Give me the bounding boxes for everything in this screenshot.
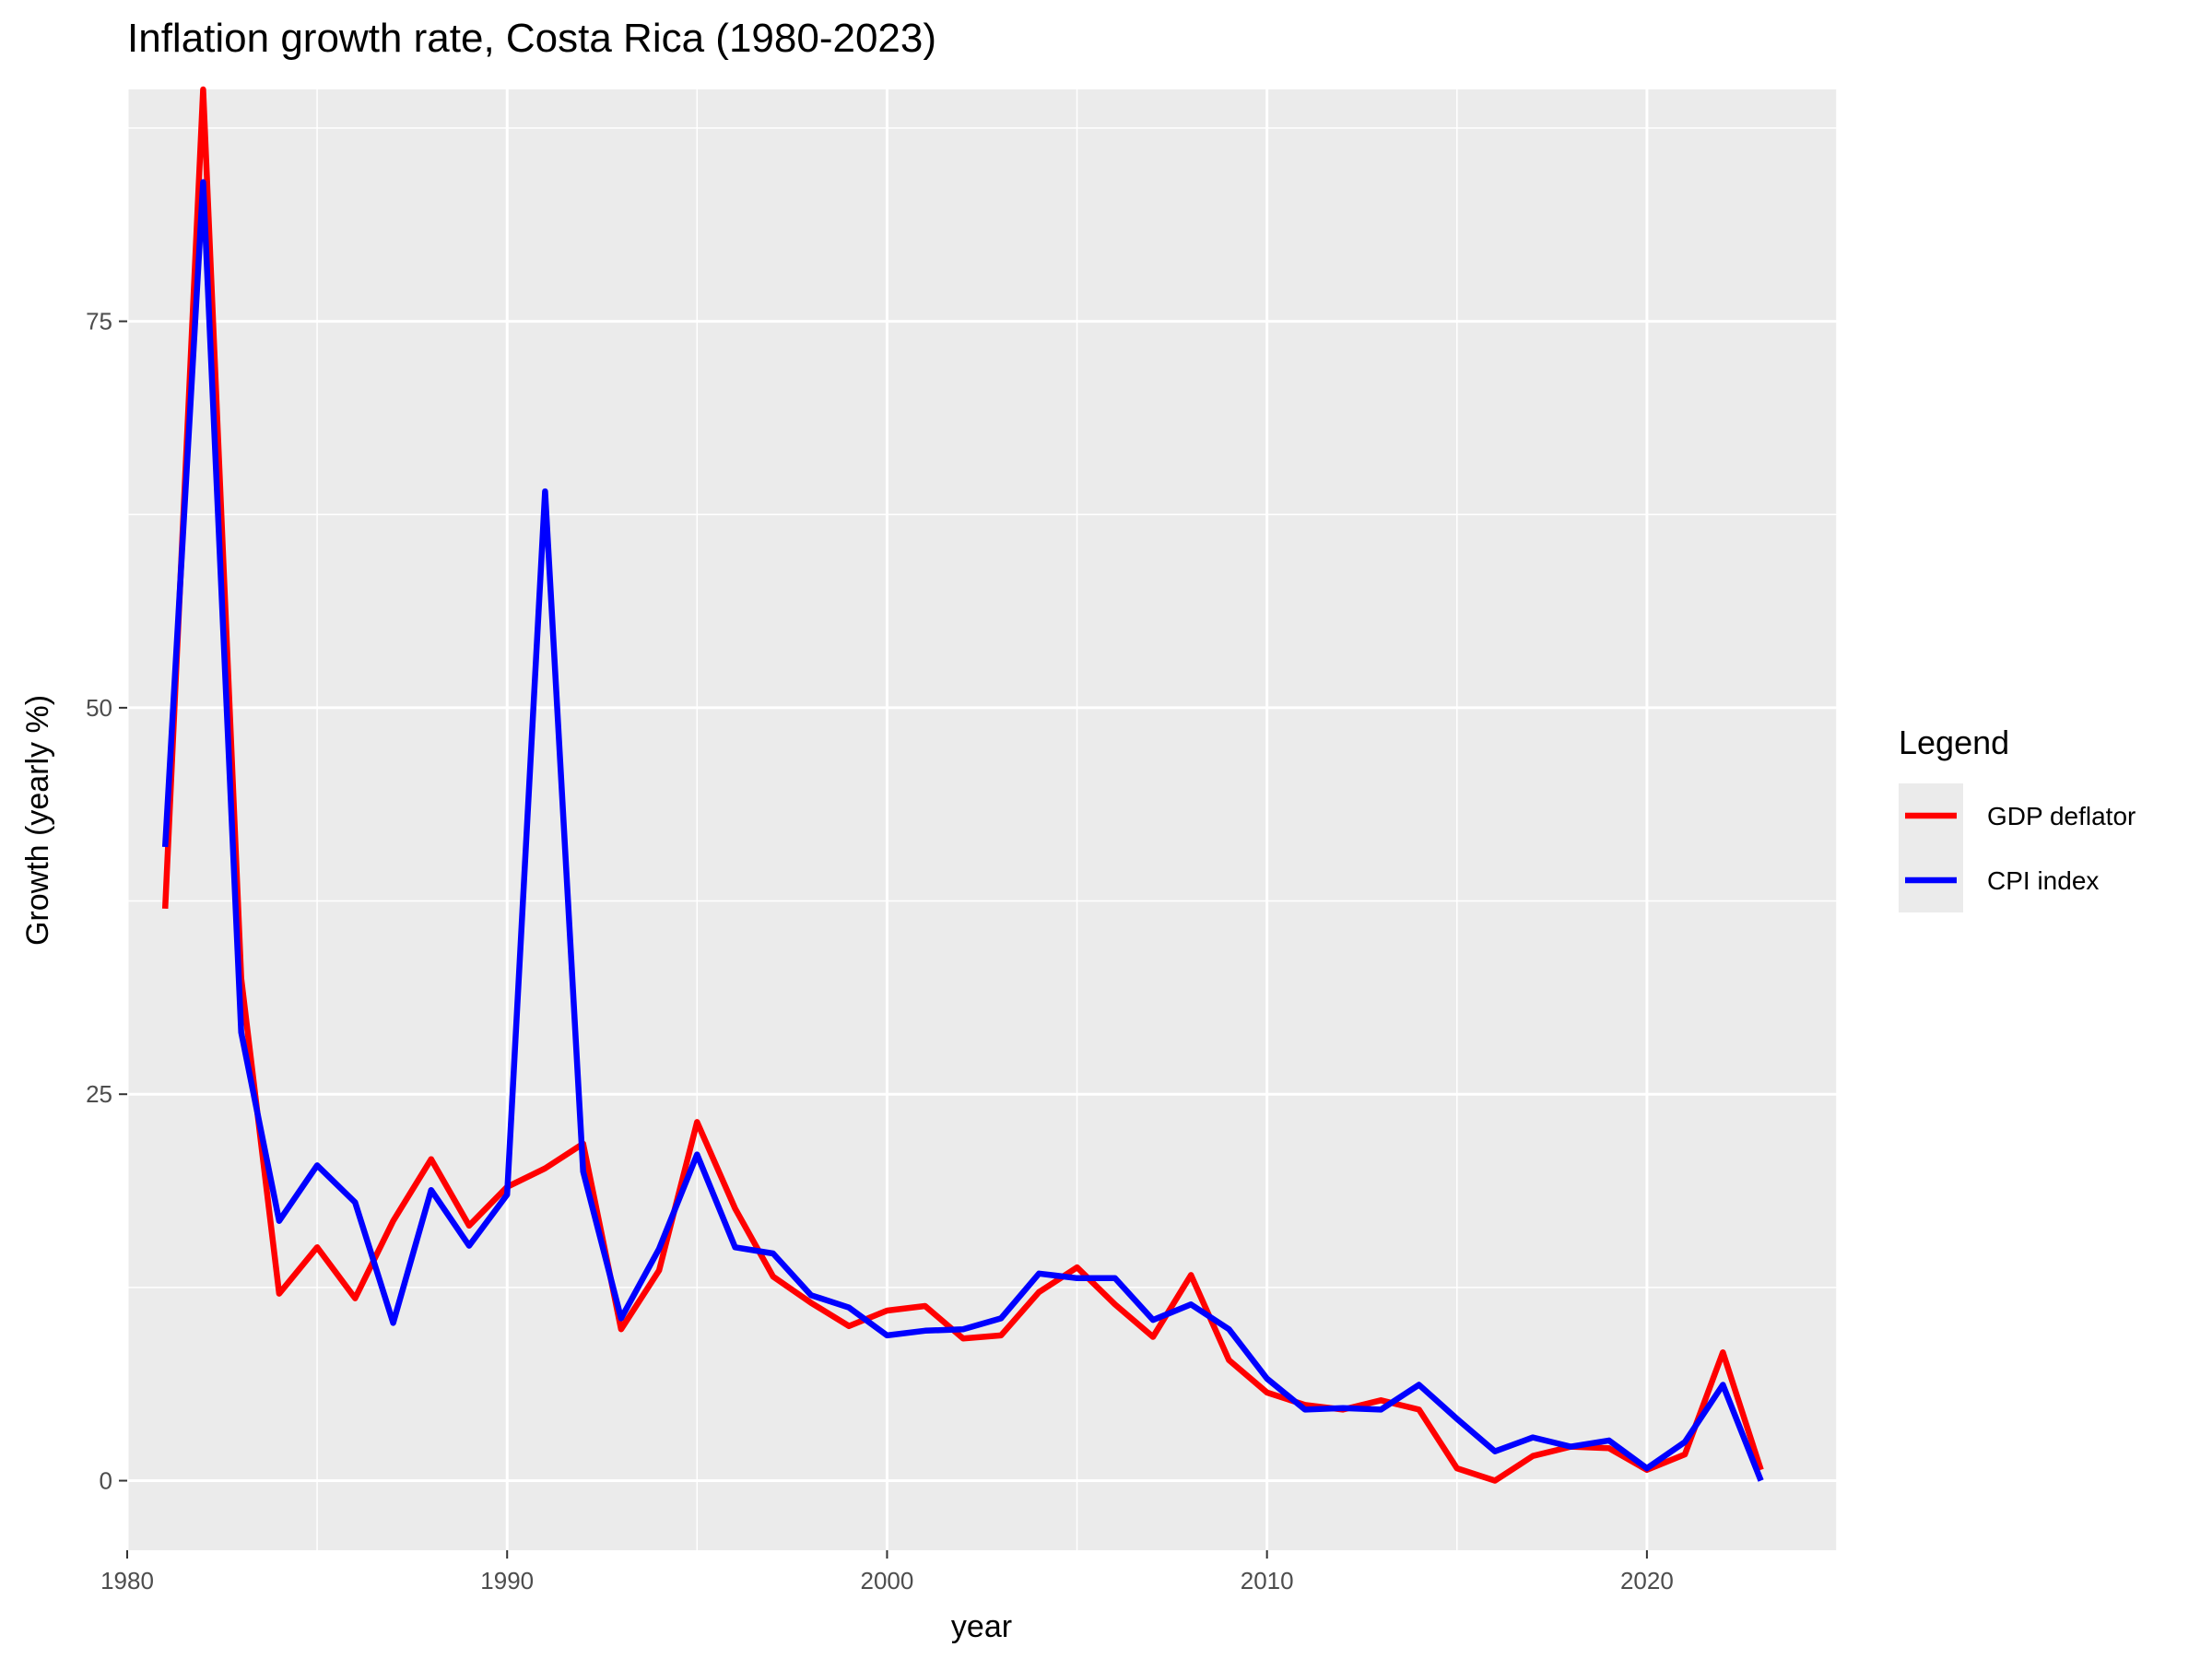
y-tick-label: 50 — [86, 694, 112, 722]
legend-label: CPI index — [1987, 866, 2099, 895]
minor-gridlines — [127, 89, 1838, 1550]
chart-title: Inflation growth rate, Costa Rica (1980-… — [127, 16, 936, 61]
x-tick-label: 2010 — [1241, 1567, 1294, 1594]
y-tick-label: 25 — [86, 1080, 112, 1108]
x-tick-label: 1990 — [480, 1567, 534, 1594]
x-tick-label: 2020 — [1620, 1567, 1674, 1594]
series-lines — [161, 86, 1764, 1484]
plot-panel — [127, 89, 1837, 1550]
x-tick-label: 1980 — [100, 1567, 154, 1594]
x-axis-title: year — [951, 1609, 1012, 1644]
y-axis-title: Growth (yearly %) — [20, 695, 55, 946]
legend-label: GDP deflator — [1987, 802, 2136, 830]
series-line-gdp-deflator — [161, 86, 1764, 1484]
series-line-cpi-index — [161, 179, 1764, 1482]
x-tick-label: 2000 — [861, 1567, 914, 1594]
legend: Legend GDP deflator CPI index — [1899, 724, 2136, 912]
major-gridlines — [125, 89, 1837, 1550]
legend-title: Legend — [1899, 724, 2009, 761]
y-tick-label: 75 — [86, 308, 112, 335]
legend-items: GDP deflator CPI index — [1899, 783, 2136, 912]
x-axis: 1980 1990 2000 2010 2020 — [100, 1550, 1674, 1594]
y-tick-label: 0 — [100, 1467, 112, 1495]
y-axis: 0 25 50 75 — [86, 308, 127, 1495]
